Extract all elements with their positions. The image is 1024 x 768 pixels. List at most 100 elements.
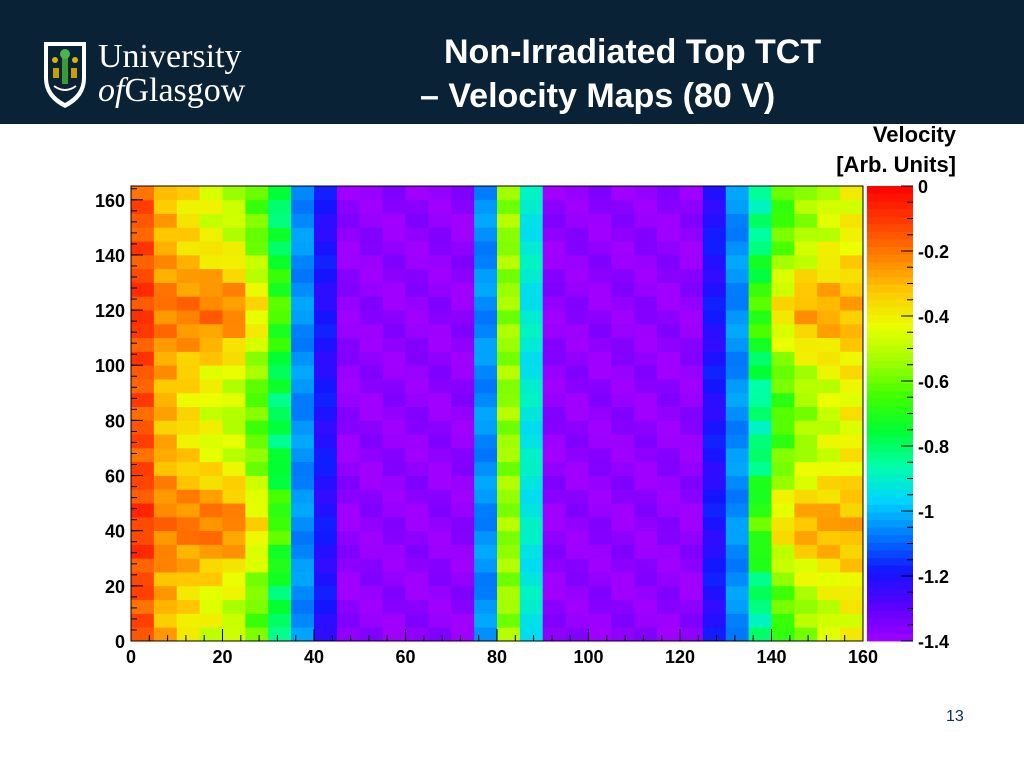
heatmap-cell xyxy=(382,406,406,421)
heatmap-cell xyxy=(359,489,384,504)
heatmap-cell xyxy=(451,516,475,532)
heatmap-cell xyxy=(542,585,567,601)
colorbar-swatch xyxy=(867,618,913,627)
heatmap-cell xyxy=(176,406,201,421)
heatmap-cell xyxy=(153,558,178,573)
heatmap-cell xyxy=(657,296,681,311)
heatmap-cell xyxy=(268,489,292,504)
heatmap-cell xyxy=(474,392,498,408)
x-tick-label: 140 xyxy=(756,647,786,667)
heatmap-cell xyxy=(542,296,567,311)
heatmap-cell xyxy=(565,544,589,559)
heatmap-cell xyxy=(771,434,795,449)
heatmap-cell xyxy=(268,310,292,325)
heatmap-cell xyxy=(771,337,795,352)
y-tick-label: 60 xyxy=(105,467,125,487)
heatmap-cell xyxy=(405,241,429,256)
colorbar-swatch xyxy=(867,633,913,642)
heatmap-cell xyxy=(817,420,841,435)
heatmap-cell xyxy=(680,613,704,628)
colorbar-swatch xyxy=(867,413,913,422)
heatmap-cell xyxy=(245,461,269,476)
colorbar xyxy=(867,186,913,642)
heatmap-cell xyxy=(817,572,841,587)
heatmap-cell xyxy=(382,186,406,201)
heatmap-cell xyxy=(497,572,521,587)
heatmap-cell xyxy=(840,489,864,504)
heatmap-cell xyxy=(497,379,521,394)
heatmap-cell xyxy=(748,599,772,614)
heatmap-cell xyxy=(176,434,201,449)
heatmap-cell xyxy=(131,406,155,421)
colorbar-swatch xyxy=(867,337,913,346)
heatmap-cell xyxy=(794,323,818,339)
heatmap-cell xyxy=(794,613,818,628)
heatmap-cell xyxy=(771,572,795,587)
heatmap-cell xyxy=(428,599,452,614)
heatmap-cell xyxy=(176,489,201,504)
heatmap-cell xyxy=(131,585,155,601)
heatmap-cell xyxy=(771,186,795,201)
heatmap-cell xyxy=(314,420,338,435)
heatmap-cell xyxy=(748,254,772,270)
heatmap-cell xyxy=(199,392,223,408)
heatmap-cell xyxy=(542,282,567,297)
heatmap-cell xyxy=(291,544,315,559)
heatmap-cell xyxy=(588,337,612,352)
heatmap-cell xyxy=(497,627,521,642)
heatmap-cell xyxy=(291,530,315,545)
heatmap-cell xyxy=(702,530,727,545)
heatmap-cell xyxy=(451,572,475,587)
heatmap-cell xyxy=(542,544,567,559)
colorbar-swatch xyxy=(867,625,913,634)
heatmap-cell xyxy=(474,613,498,628)
heatmap-cell xyxy=(565,503,589,518)
heatmap-cell xyxy=(245,241,269,256)
heatmap-cell xyxy=(817,227,841,242)
heatmap-cell xyxy=(702,365,727,380)
heatmap-cell xyxy=(794,599,818,614)
logo-line-university: University xyxy=(98,38,242,75)
heatmap-cell xyxy=(771,461,795,476)
heatmap-cell xyxy=(268,323,292,339)
heatmap-cell xyxy=(611,585,635,601)
heatmap-cell xyxy=(634,379,658,394)
heatmap-cell xyxy=(199,544,223,559)
heatmap-cell xyxy=(657,585,681,601)
heatmap-cell xyxy=(840,282,864,297)
y-tick-label: 160 xyxy=(95,191,125,211)
heatmap-cell xyxy=(519,323,544,339)
heatmap-cell xyxy=(428,530,452,545)
heatmap-cell xyxy=(680,392,704,408)
heatmap-cell xyxy=(817,558,841,573)
heatmap-cell xyxy=(588,351,612,366)
heatmap-cell xyxy=(771,599,795,614)
heatmap-cell xyxy=(840,613,864,628)
heatmap-cell xyxy=(359,213,384,228)
heatmap-cell xyxy=(382,516,406,532)
heatmap-cell xyxy=(748,447,772,463)
heatmap-cell xyxy=(222,530,246,545)
heatmap-cell xyxy=(611,434,635,449)
heatmap-cell xyxy=(657,282,681,297)
heatmap-cell xyxy=(382,627,406,642)
heatmap-cell xyxy=(588,585,612,601)
heatmap-cell xyxy=(497,323,521,339)
heatmap-cell xyxy=(725,585,750,601)
colorbar-swatch xyxy=(867,216,913,225)
colorbar-tick-label: -1.2 xyxy=(918,567,949,587)
heatmap-cell xyxy=(245,365,269,380)
slide-header xyxy=(0,0,1024,124)
heatmap-cell xyxy=(840,337,864,352)
heatmap-cell xyxy=(382,323,406,339)
heatmap-cell xyxy=(222,434,246,449)
heatmap-cell xyxy=(336,310,361,325)
heatmap-cell xyxy=(359,337,384,352)
heatmap-cell xyxy=(291,323,315,339)
heatmap-cell xyxy=(588,268,612,283)
heatmap-cell xyxy=(565,379,589,394)
heatmap-cell xyxy=(405,379,429,394)
colorbar-swatch xyxy=(867,223,913,232)
heatmap-cell xyxy=(634,213,658,228)
heatmap-cell xyxy=(451,296,475,311)
